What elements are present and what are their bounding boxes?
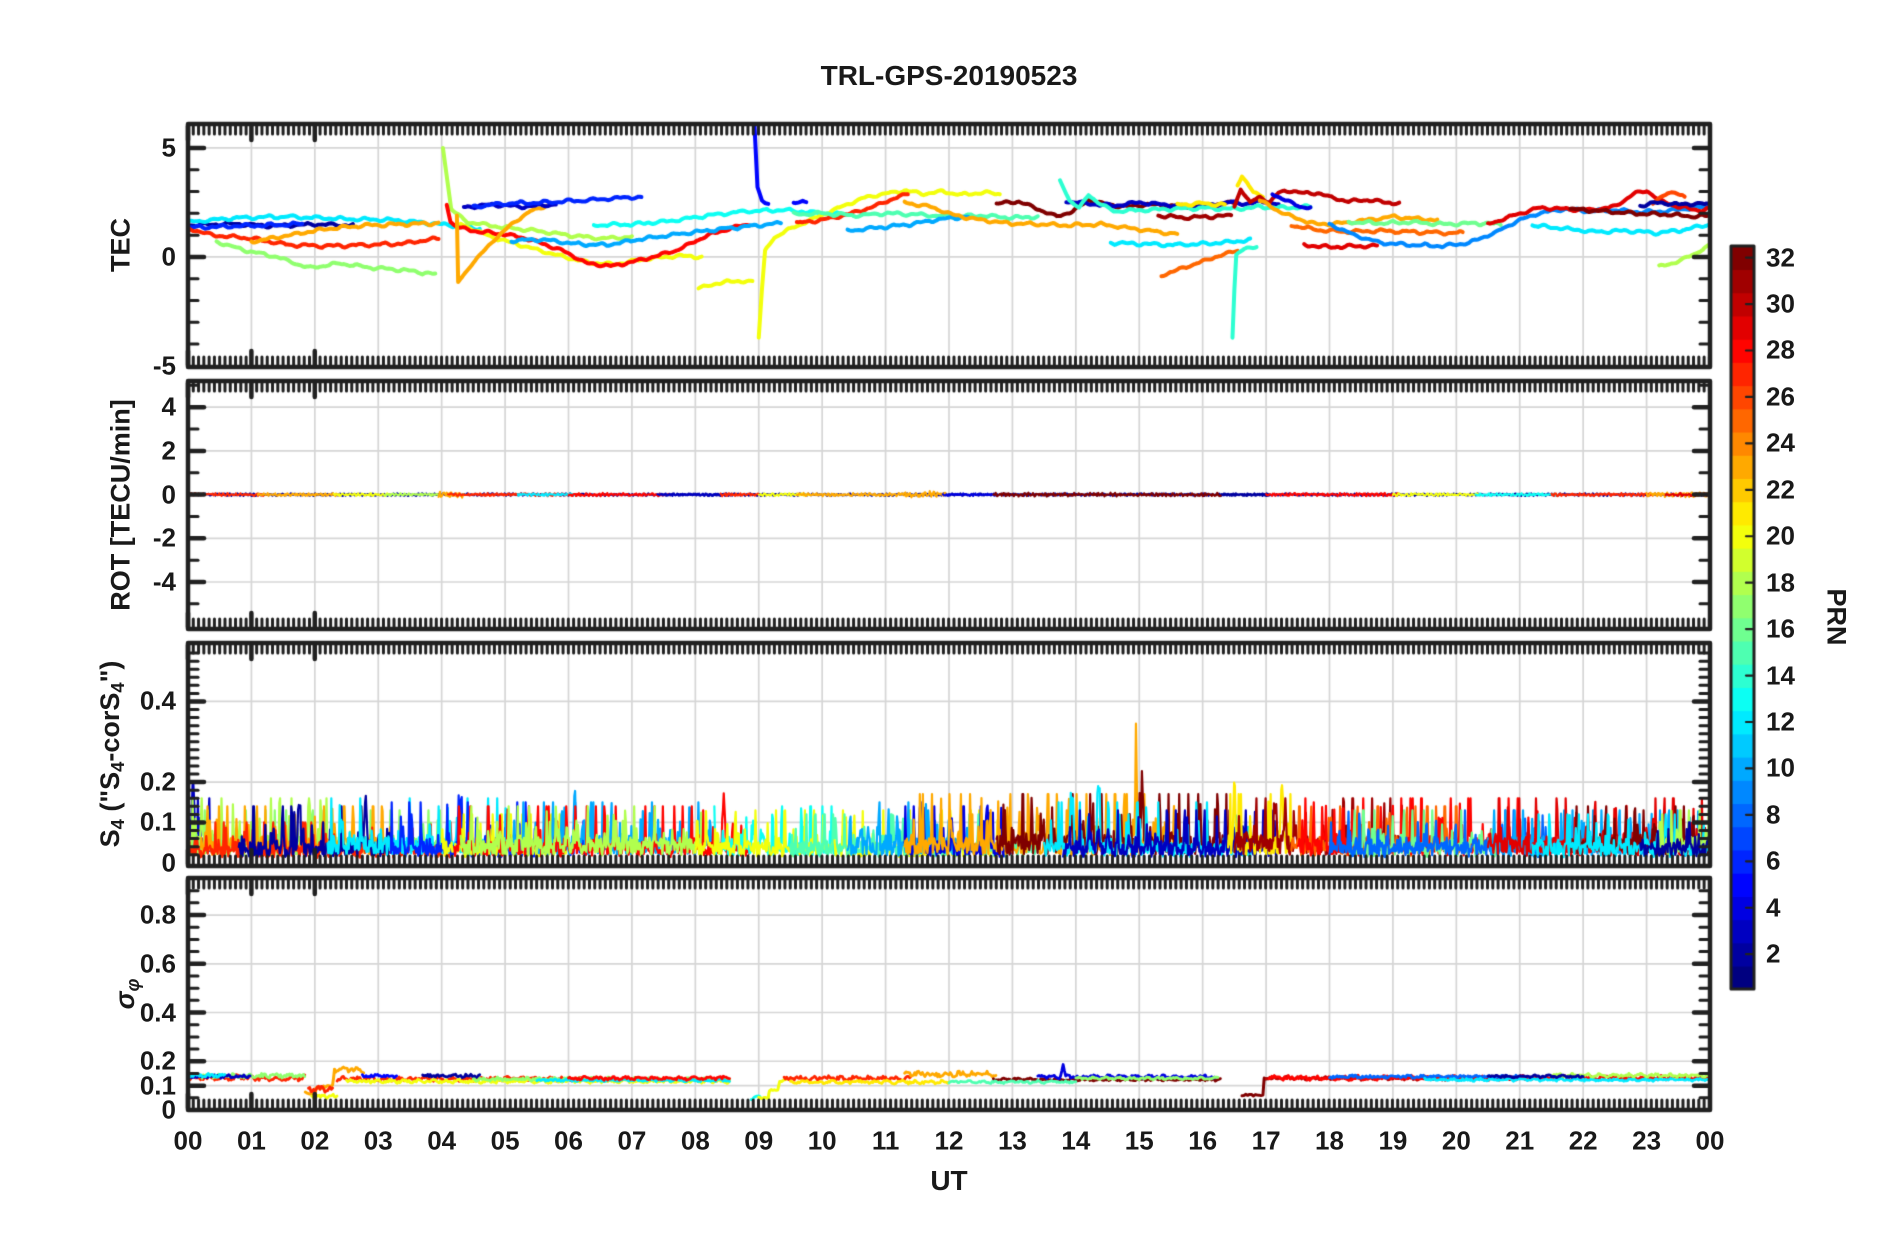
x-tick-label: 12 [934,1125,964,1156]
colorbar-tick-label: 26 [1766,381,1795,412]
x-tick-label: 00 [173,1125,203,1156]
x-tick-label: 20 [1441,1125,1471,1156]
colorbar-tick-label: 10 [1766,752,1795,783]
y-tick-label: -4 [152,566,176,597]
y-tick-label: 0.8 [139,899,176,930]
x-tick-label: 06 [554,1125,583,1156]
x-tick-label: 11 [871,1125,900,1156]
y-tick-label: 4 [161,391,176,422]
y-tick-label: 0.2 [139,766,176,797]
y-tick-label: 0.4 [139,997,176,1028]
x-tick-label: 09 [744,1125,774,1156]
x-tick-label: 02 [300,1125,330,1156]
x-tick-label: 17 [1251,1125,1281,1156]
y-tick-label: 0 [161,241,176,272]
colorbar-tick-label: 20 [1766,520,1795,551]
x-tick-label: 13 [997,1125,1027,1156]
colorbar-tick-label: 22 [1766,474,1795,505]
x-tick-label: 21 [1505,1125,1535,1156]
y-tick-label: 0.6 [139,948,176,979]
y-axis-label-rot: ROT [TECU/min] [105,399,136,611]
x-tick-label: 18 [1315,1125,1344,1156]
y-tick-label: 2 [161,435,176,466]
colorbar-tick-label: 8 [1766,799,1781,830]
y-tick-label: 5 [161,132,176,163]
y-axis-label-s4: S4 ("S4-corS4") [95,660,128,848]
x-tick-label: 00 [1695,1125,1725,1156]
colorbar-tick-label: 32 [1766,242,1795,273]
y-axis-label-tec: TEC [105,218,136,272]
x-tick-label: 05 [490,1125,520,1156]
colorbar-tick-label: 28 [1766,334,1795,365]
y-tick-label: -5 [152,350,176,381]
chart-title: TRL-GPS-20190523 [820,60,1078,91]
colorbar-tick-label: 12 [1766,706,1795,737]
y-tick-label: 0.1 [139,1070,176,1101]
x-tick-label: 19 [1378,1125,1408,1156]
y-tick-label: -2 [152,522,176,553]
x-tick-label: 04 [427,1125,457,1156]
x-axis-label: UT [930,1165,968,1196]
x-tick-label: 10 [807,1125,837,1156]
y-tick-label: 0 [161,479,176,510]
y-tick-label: 0 [161,847,176,878]
x-tick-label: 14 [1061,1125,1091,1156]
x-tick-label: 03 [363,1125,393,1156]
y-tick-label: 0.4 [139,685,176,716]
colorbar-tick-label: 4 [1766,892,1781,923]
colorbar-tick-label: 16 [1766,613,1795,644]
x-tick-label: 15 [1124,1125,1154,1156]
colorbar-tick-label: 30 [1766,288,1795,319]
x-tick-label: 23 [1632,1125,1662,1156]
x-tick-label: 22 [1568,1125,1598,1156]
y-tick-label: 0.1 [139,806,176,837]
x-tick-label: 01 [236,1125,266,1156]
colorbar-tick-label: 18 [1766,567,1795,598]
colorbar-tick-label: 2 [1766,938,1781,969]
colorbar-tick-label: 6 [1766,845,1781,876]
y-axis-label-sigma-phi: σφ [110,978,143,1010]
x-tick-label: 16 [1188,1125,1218,1156]
colorbar-label: PRN [1821,588,1852,646]
colorbar-tick-label: 14 [1766,660,1795,691]
colorbar-tick-label: 24 [1766,427,1795,458]
x-tick-label: 07 [617,1125,647,1156]
y-tick-label: 0 [161,1094,176,1125]
y-tick-label: 0.2 [139,1045,176,1076]
x-tick-label: 08 [680,1125,710,1156]
